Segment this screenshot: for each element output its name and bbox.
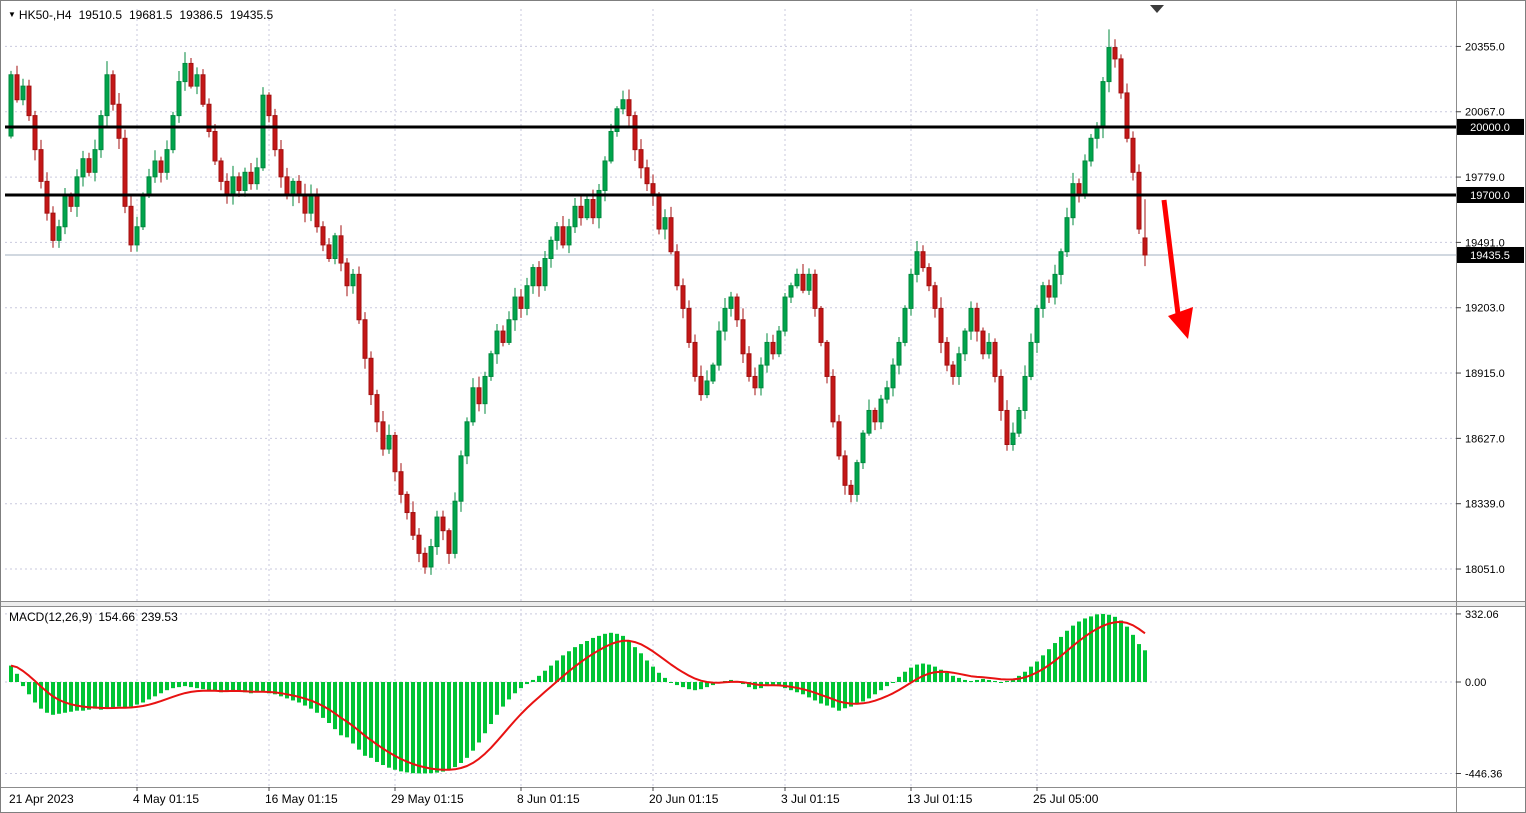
- macd-tick-label: -446.36: [1465, 769, 1502, 781]
- chart-quote-header: ▼ HK50-,H4 19510.5 19681.5 19386.5 19435.5: [8, 8, 273, 22]
- current-price-badge: [1457, 246, 1524, 263]
- price-tick-label: 19779.0: [1465, 172, 1505, 184]
- time-label: 25 Jul 05:00: [1033, 792, 1099, 806]
- price-tick-label: 18627.0: [1465, 433, 1505, 445]
- macd-label: MACD(12,26,9): [9, 610, 93, 624]
- current-price-badge-label: 19435.5: [1470, 250, 1510, 262]
- macd-indicator-header: MACD(12,26,9) 154.66 239.53: [9, 610, 178, 624]
- price-tick-label: 20355.0: [1465, 41, 1505, 53]
- price-badges: 20000.0 19700.0 19435.5: [1457, 118, 1524, 263]
- time-label: 16 May 01:15: [265, 792, 338, 806]
- level-price-badge: [1457, 118, 1524, 135]
- time-label: 21 Apr 2023: [9, 792, 74, 806]
- price-axis: 20355.0 20067.0 19779.0 19491.0 19203.0 18915…: [136, 41, 1505, 791]
- time-label: 4 May 01:15: [133, 792, 200, 806]
- candles-layer[interactable]: [8, 29, 1148, 575]
- quote-open: 19510.5: [78, 8, 122, 22]
- price-tick-label: 18051.0: [1465, 564, 1505, 576]
- macd-value: 154.66: [98, 610, 136, 624]
- macd-signal-value: 239.53: [141, 610, 178, 624]
- price-tick-label: 18339.0: [1465, 499, 1505, 511]
- horizontal-level-lines[interactable]: [5, 125, 1456, 197]
- quote-low: 19386.5: [179, 8, 223, 22]
- time-label: 20 Jun 01:15: [649, 792, 719, 806]
- time-axis: 21 Apr 2023 4 May 01:15 16 May 01:15 29 May…: [1, 792, 1456, 812]
- arrow-head[interactable]: [1168, 307, 1193, 339]
- price-tick-label: 20067.0: [1465, 107, 1505, 119]
- time-label: 3 Jul 01:15: [781, 792, 840, 806]
- time-label: 13 Jul 01:15: [907, 792, 973, 806]
- macd-signal-line: [10, 620, 1146, 771]
- time-label: 29 May 01:15: [391, 792, 464, 806]
- macd-tick-label: 0.00: [1465, 677, 1486, 689]
- symbol-period-label: HK50-,H4: [18, 8, 72, 22]
- trend-arrow-annotation[interactable]: [1161, 199, 1193, 339]
- chart-shift-marker-icon[interactable]: [1150, 5, 1164, 13]
- price-tick-label: 18915.0: [1465, 368, 1505, 380]
- level-price-badge-label: 20000.0: [1470, 122, 1510, 134]
- price-tick-label: 19491.0: [1465, 237, 1505, 249]
- macd-tick-label: 332.06: [1465, 609, 1499, 621]
- level-price-badge: [1457, 186, 1524, 203]
- quote-high: 19681.5: [129, 8, 173, 22]
- arrow-shaft[interactable]: [1161, 199, 1181, 315]
- quote-close: 19435.5: [229, 8, 274, 22]
- time-label: 8 Jun 01:15: [517, 792, 580, 806]
- symbol-marker-icon: ▼: [8, 10, 16, 19]
- price-tick-label: 19203.0: [1465, 303, 1505, 315]
- level-price-badge-label: 19700.0: [1470, 190, 1510, 202]
